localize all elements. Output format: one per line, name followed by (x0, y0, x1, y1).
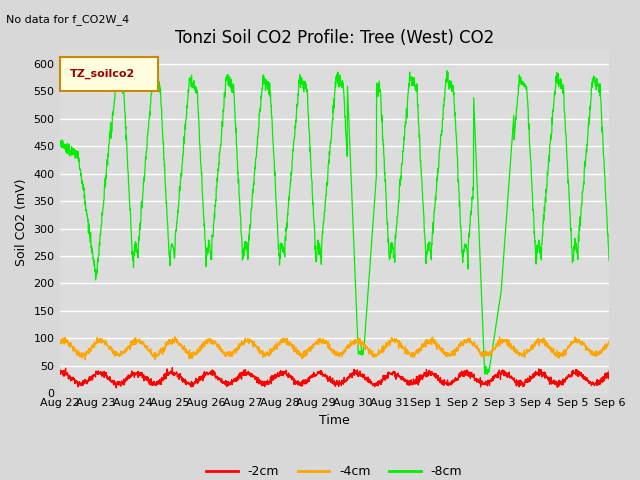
-2cm (489, 373, 497, 379)
-2cm (605, 368, 613, 373)
-2cm (168, 365, 176, 371)
-4cm (496, 334, 504, 340)
-4cm (489, 345, 497, 351)
-4cm (590, 349, 598, 355)
-8cm (323, 180, 331, 185)
Y-axis label: Soil CO2 (mV): Soil CO2 (mV) (15, 178, 28, 265)
-8cm (443, 68, 451, 74)
-2cm (56, 371, 63, 377)
-4cm (589, 351, 597, 357)
-4cm (605, 338, 613, 344)
-2cm (324, 374, 332, 380)
-8cm (589, 73, 597, 79)
X-axis label: Time: Time (319, 414, 350, 427)
Legend: -2cm, -4cm, -8cm: -2cm, -4cm, -8cm (202, 460, 467, 480)
-8cm (84, 216, 92, 222)
-4cm (308, 345, 316, 351)
-2cm (309, 374, 317, 380)
-4cm (56, 341, 63, 347)
-2cm (589, 380, 597, 386)
-2cm (113, 385, 120, 391)
-2cm (590, 382, 598, 387)
-2cm (84, 378, 92, 384)
-8cm (483, 372, 491, 377)
-4cm (84, 348, 92, 354)
Line: -2cm: -2cm (60, 368, 609, 388)
-8cm (590, 77, 598, 83)
-8cm (308, 190, 316, 195)
-8cm (56, 138, 63, 144)
Title: Tonzi Soil CO2 Profile: Tree (West) CO2: Tonzi Soil CO2 Profile: Tree (West) CO2 (175, 29, 494, 48)
Line: -4cm: -4cm (60, 337, 609, 360)
Line: -8cm: -8cm (60, 71, 609, 374)
-8cm (605, 258, 613, 264)
-4cm (323, 340, 331, 346)
Text: No data for f_CO2W_4: No data for f_CO2W_4 (6, 14, 130, 25)
-8cm (489, 343, 497, 348)
-4cm (151, 357, 159, 363)
